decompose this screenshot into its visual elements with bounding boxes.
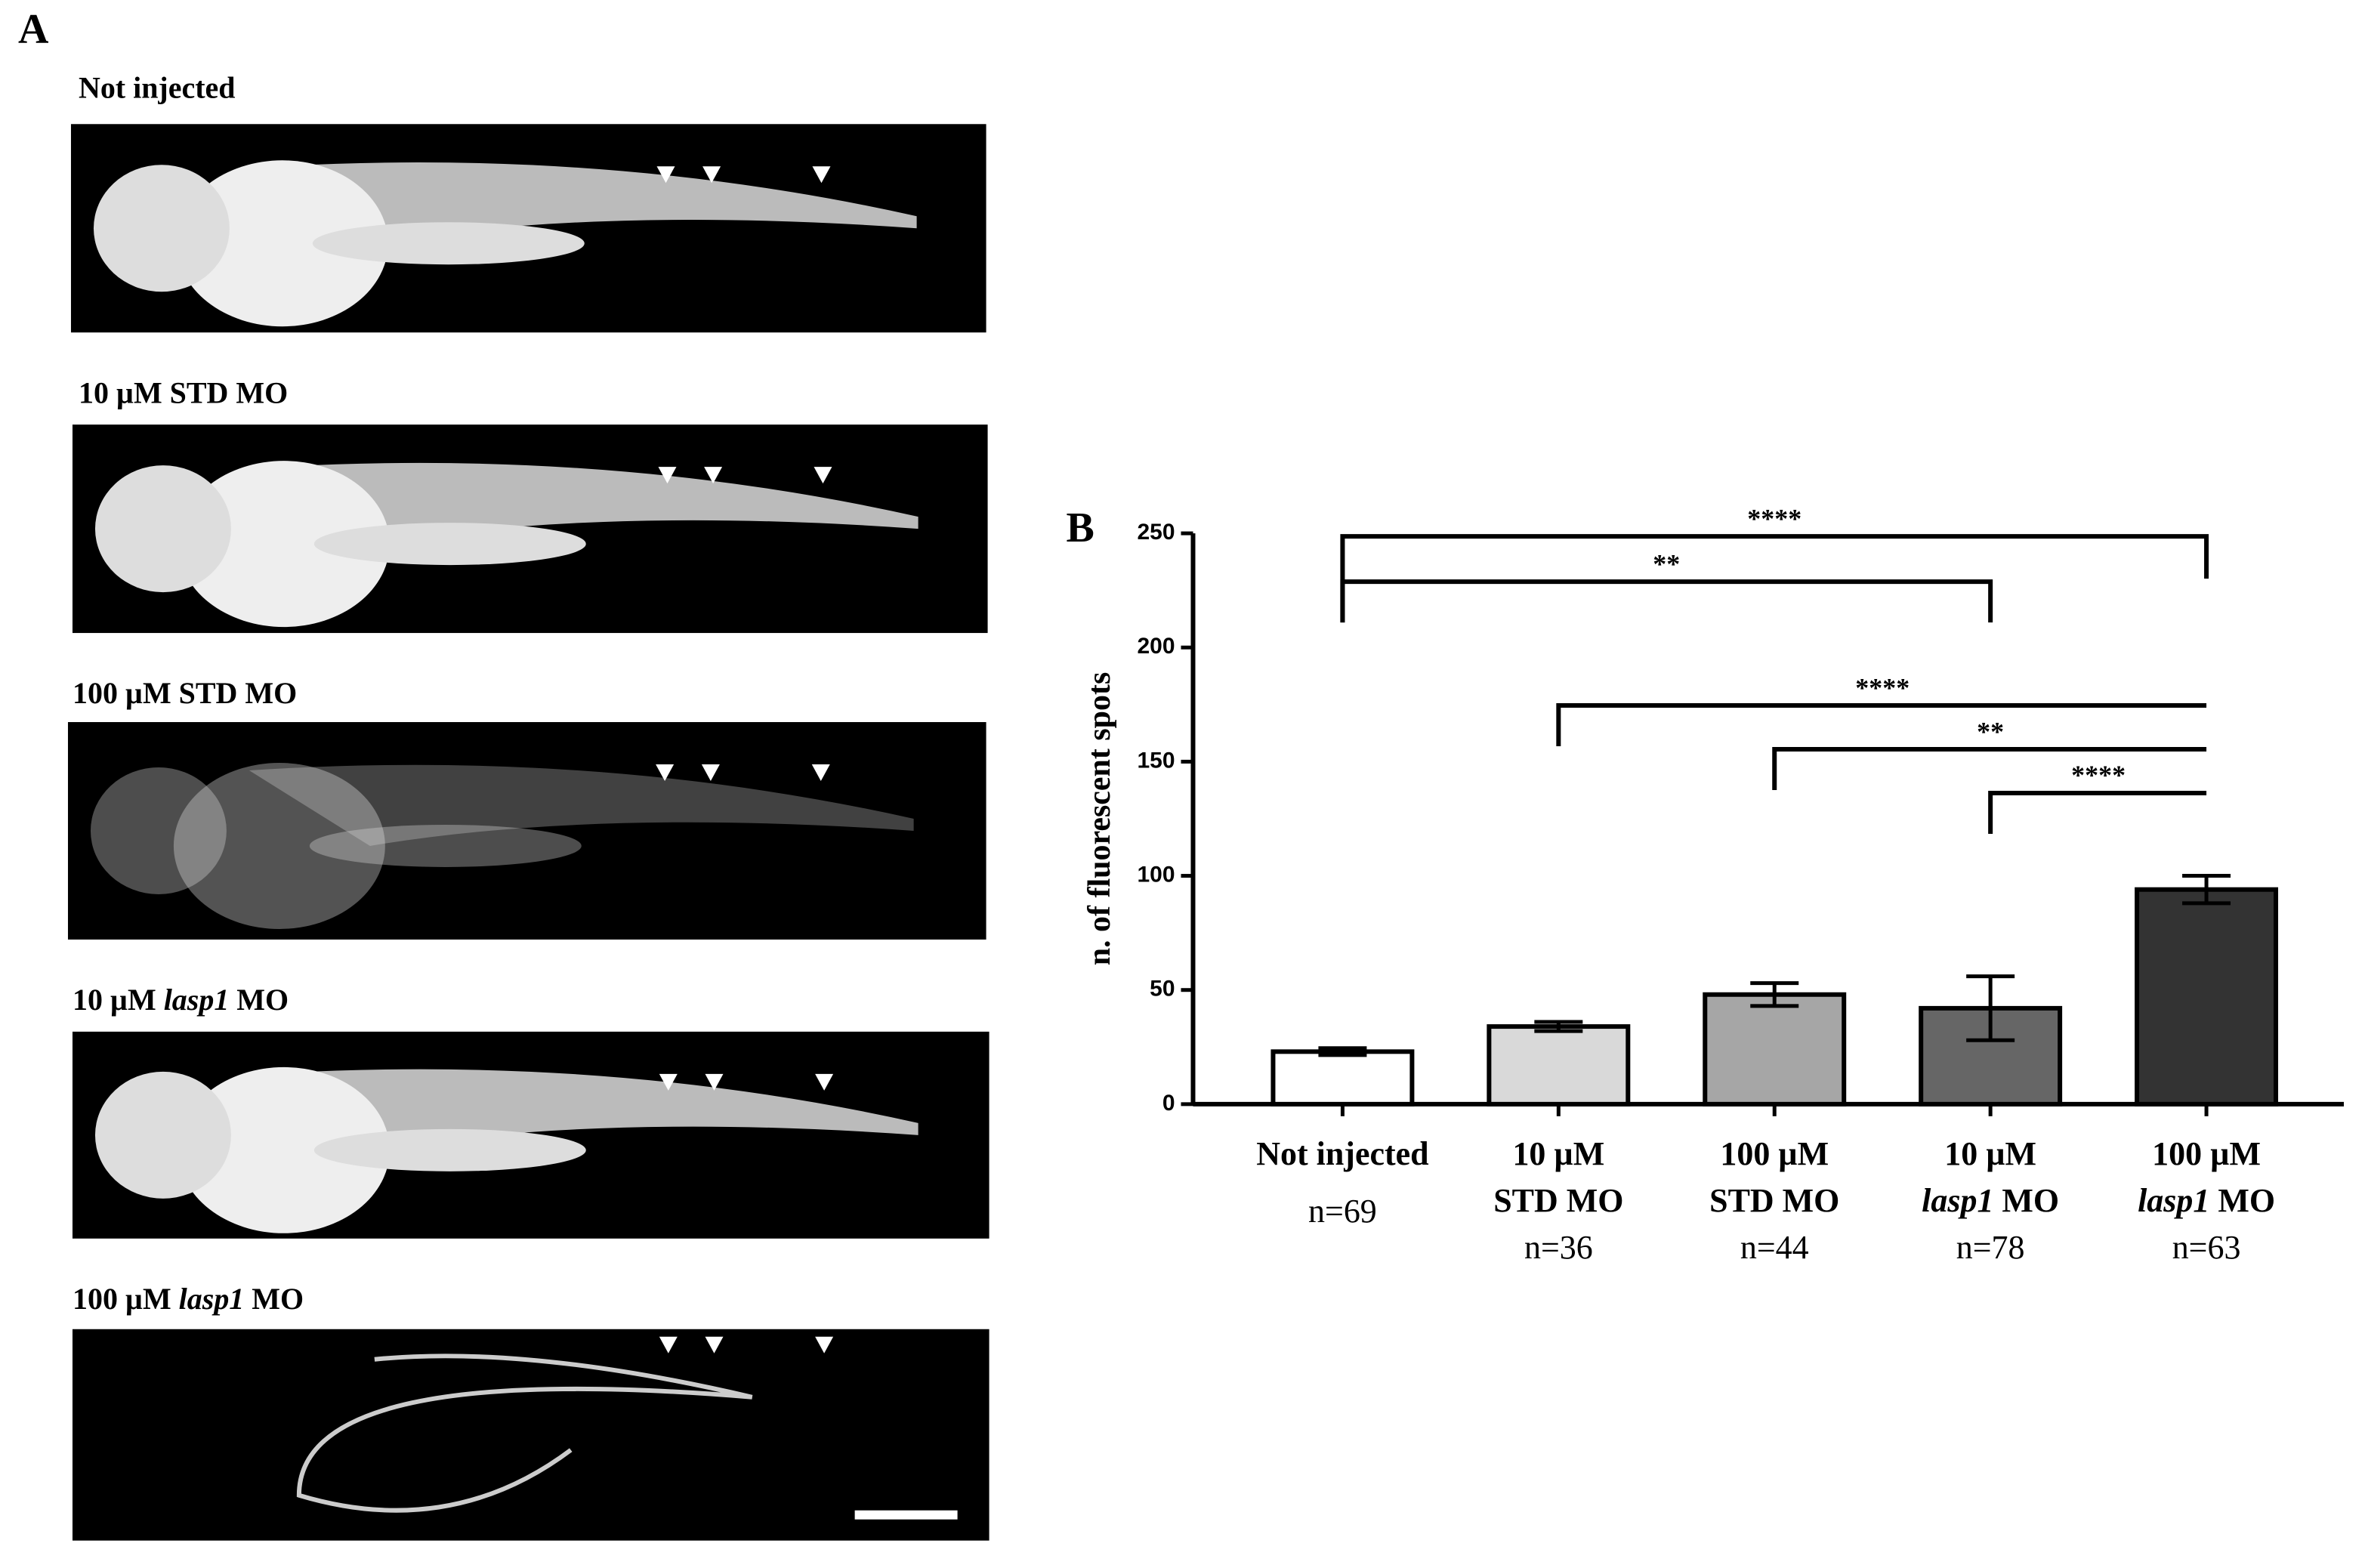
fish-head: [90, 767, 227, 894]
fish-head: [94, 1071, 231, 1199]
fish-head: [94, 465, 231, 593]
panel-label: B: [1067, 505, 1094, 551]
arrowhead: [659, 1336, 678, 1353]
arrowhead: [705, 1336, 724, 1353]
image-title: 100 µM lasp1 MO: [73, 1282, 304, 1316]
error-bar: [2182, 874, 2231, 906]
x-tick-label: STD MO: [1709, 1182, 1839, 1219]
y-tick-label: 100: [1137, 862, 1175, 887]
error-bar: [1318, 1046, 1367, 1057]
fish-yolk-ext: [312, 222, 585, 265]
arrowhead: [815, 1336, 834, 1353]
image-title: 10 µM lasp1 MO: [73, 983, 289, 1017]
y-tick-label: 150: [1137, 748, 1175, 773]
fish-yolk-ext: [313, 523, 586, 566]
x-tick-label: lasp1 MO: [1922, 1182, 2059, 1219]
fish-head: [93, 165, 230, 292]
x-tick-label: 10 µM: [1512, 1135, 1604, 1172]
arrowhead: [814, 467, 832, 484]
n-label: n=63: [2172, 1229, 2241, 1266]
fish-yolk-ext: [309, 824, 582, 867]
significance-bracket: [1988, 790, 2207, 834]
x-tick-label: STD MO: [1493, 1182, 1623, 1219]
significance-label: **: [1653, 548, 1680, 579]
n-label: n=44: [1740, 1229, 1809, 1266]
x-tick-label: lasp1 MO: [2138, 1182, 2275, 1219]
arrowhead: [704, 467, 723, 484]
significance-bracket: [1772, 747, 2207, 790]
bar: [1703, 992, 1847, 1107]
image-title: 100 µM STD MO: [73, 676, 297, 710]
error-bar: [1750, 981, 1799, 1008]
error-bar: [1966, 974, 2015, 1042]
x-tick-label: Not injected: [1256, 1135, 1428, 1172]
x-tick-label: 100 µM: [1720, 1135, 1829, 1172]
n-label: n=78: [1956, 1229, 2025, 1266]
image-title: 10 µM STD MO: [79, 375, 288, 409]
scale-bar: [854, 1510, 958, 1520]
fish-yolk: [176, 160, 388, 327]
y-tick-label: 0: [1162, 1091, 1175, 1116]
arrowhead: [658, 467, 677, 484]
arrowhead: [811, 764, 830, 782]
significance-bracket: [1556, 703, 2207, 747]
arrowhead: [815, 1073, 834, 1091]
significance-label: ****: [1855, 672, 1910, 702]
arrowhead: [656, 764, 675, 782]
arrowhead: [656, 166, 675, 184]
panel-label: A: [18, 6, 49, 53]
n-label: n=69: [1308, 1193, 1377, 1230]
significance-bracket: [1340, 579, 1993, 623]
arrowhead: [702, 166, 721, 184]
arrowhead: [812, 166, 831, 184]
fish-yolk: [178, 461, 390, 628]
micrograph: [72, 1329, 989, 1541]
arrowhead: [705, 1073, 724, 1091]
y-axis-title: n. of fluorescent spots: [1082, 672, 1117, 966]
fish-tail: [249, 764, 914, 846]
significance-label: ****: [1747, 503, 1801, 533]
x-tick-label: 100 µM: [2152, 1135, 2261, 1172]
n-label: n=36: [1524, 1229, 1593, 1266]
y-tick-label: 200: [1137, 634, 1175, 659]
significance-label: ****: [2071, 760, 2126, 790]
bar: [2135, 887, 2279, 1107]
y-tick-label: 50: [1150, 977, 1175, 1002]
fish-yolk: [178, 1066, 390, 1233]
bar: [1270, 1049, 1415, 1107]
significance-label: **: [1977, 716, 2004, 746]
arrowhead: [701, 764, 720, 782]
fish-yolk: [173, 763, 385, 929]
micrograph: [67, 722, 986, 940]
fish-yolk-ext: [313, 1128, 586, 1171]
x-tick-label: 10 µM: [1944, 1135, 2036, 1172]
bar: [1487, 1024, 1631, 1107]
error-bar: [1534, 1020, 1583, 1033]
fish-outline: [296, 1353, 753, 1513]
arrowhead: [659, 1073, 678, 1091]
image-title: Not injected: [79, 70, 236, 104]
y-tick-label: 250: [1137, 520, 1175, 545]
